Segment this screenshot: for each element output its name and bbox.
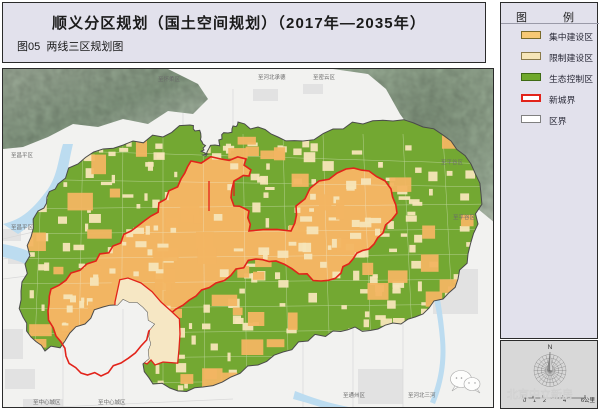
svg-text:N: N bbox=[548, 344, 553, 351]
svg-text:至怀柔区: 至怀柔区 bbox=[158, 75, 181, 83]
svg-text:至平谷区: 至平谷区 bbox=[441, 158, 464, 166]
svg-text:至中心城区: 至中心城区 bbox=[33, 398, 61, 406]
svg-text:至昌平区: 至昌平区 bbox=[11, 152, 34, 159]
svg-text:至中心城区: 至中心城区 bbox=[98, 398, 126, 406]
svg-text:北京中立新房: 北京中立新房 bbox=[507, 387, 573, 401]
svg-text:至河北三河: 至河北三河 bbox=[408, 391, 436, 399]
svg-text:至密云区: 至密云区 bbox=[313, 73, 336, 81]
svg-text:至河北承德: 至河北承德 bbox=[258, 73, 286, 81]
svg-text:至通州区: 至通州区 bbox=[343, 391, 366, 399]
svg-text:至昌平区: 至昌平区 bbox=[11, 224, 34, 231]
svg-text:至平谷区: 至平谷区 bbox=[453, 213, 476, 221]
